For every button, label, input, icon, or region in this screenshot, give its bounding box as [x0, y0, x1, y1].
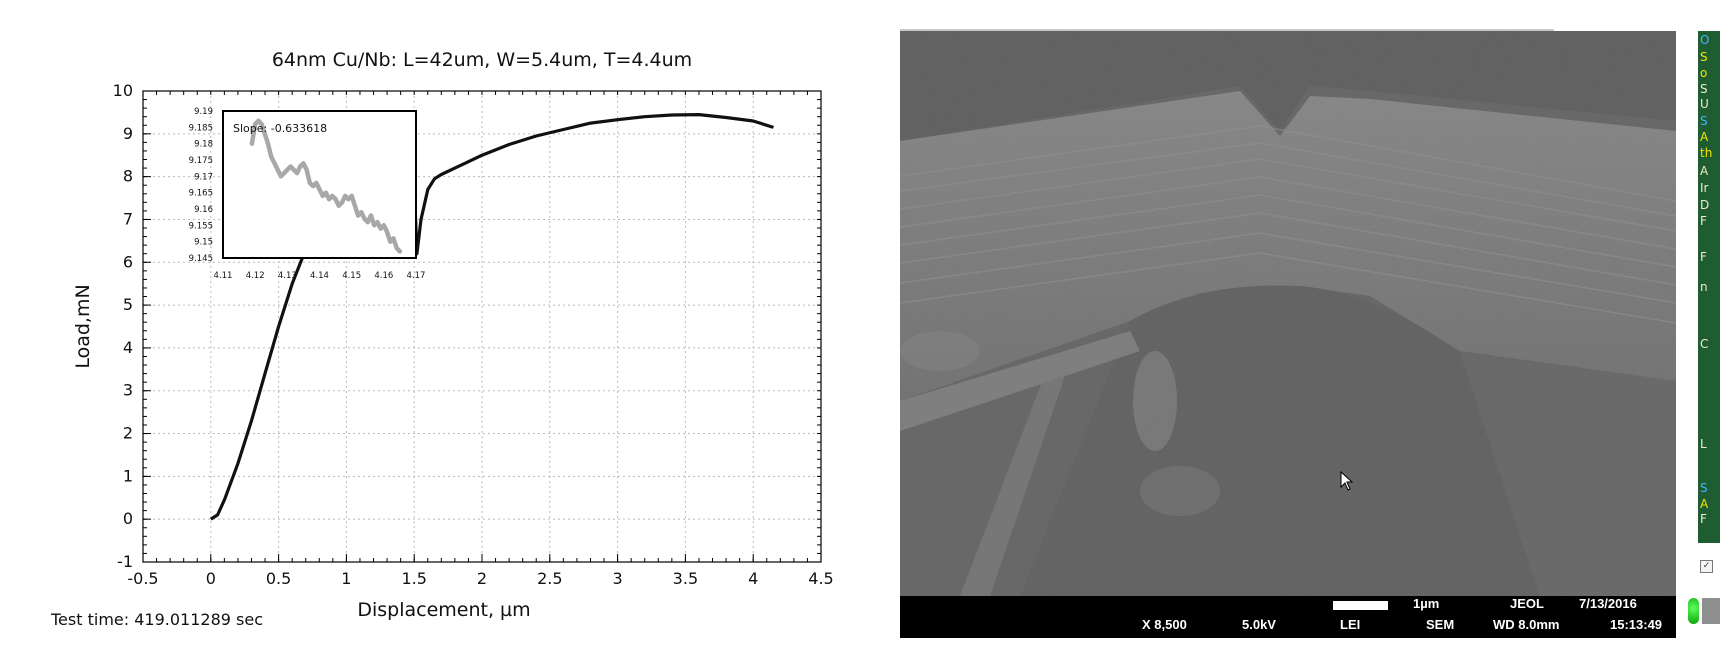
inset-y-tick-label: 9.185: [189, 123, 213, 133]
side-panel-text: C: [1700, 337, 1709, 351]
inset-y-tick-label: 9.17: [194, 172, 213, 182]
y-tick-label: 10: [113, 81, 133, 100]
y-tick-label: 3: [123, 381, 133, 400]
inset-x-tick-label: 4.17: [407, 271, 426, 281]
y-tick-label: -1: [117, 552, 133, 571]
sem-working-distance: WD 8.0mm: [1493, 617, 1560, 632]
sem-info-bar: 1µm JEOL 7/13/2016 X 8,500 5.0kV LEI SEM…: [900, 596, 1676, 638]
x-tick-label: 0: [206, 569, 216, 588]
plot-frame: [142, 90, 822, 563]
x-tick-label: 4: [748, 569, 758, 588]
inset-x-tick-label: 4.11: [214, 271, 233, 281]
side-panel-text: S: [1700, 114, 1708, 128]
side-panel-text: O: [1700, 33, 1710, 47]
sem-mode: SEM: [1426, 617, 1455, 632]
mouse-pointer-icon: [1340, 471, 1354, 491]
inset-x-tick-label: 4.12: [246, 271, 265, 281]
chart-svg: -0.5 0 0.5 1 1.5 2 2.5 3 3.5 4 4.5 -1 0 1 2 3 4 5 6 7 8 9 10 64…: [72, 49, 834, 621]
y-tick-label: 1: [123, 466, 133, 485]
side-panel-text: th: [1700, 146, 1713, 160]
sem-detector: LEI: [1340, 617, 1361, 632]
side-panel-text: F: [1700, 214, 1707, 228]
side-panel-text: D: [1700, 198, 1710, 212]
sem-time: 15:13:49: [1610, 617, 1663, 632]
side-panel-button[interactable]: [1702, 598, 1720, 624]
sem-voltage: 5.0kV: [1242, 617, 1276, 632]
side-panel-text: F: [1700, 250, 1707, 264]
side-panel-text: Ir: [1700, 181, 1709, 195]
sem-top-divider: [900, 29, 1554, 31]
sem-micrograph[interactable]: [900, 31, 1676, 596]
x-tick-label: 2.5: [537, 569, 562, 588]
x-axis-label: Displacement, µm: [357, 599, 530, 621]
inset-slope-annotation: Slope: -0.633618: [233, 122, 327, 135]
y-tick-label: 7: [123, 209, 133, 228]
side-panel-text: S: [1700, 481, 1708, 495]
x-tick-label: 4.5: [808, 569, 833, 588]
y-tick-label: 0: [123, 509, 133, 528]
side-panel-text: U: [1700, 97, 1709, 111]
inset-y-tick-label: 9.19: [194, 107, 213, 117]
x-tick-label: 2: [477, 569, 487, 588]
inset-y-tick-label: 9.145: [189, 254, 213, 264]
inset-y-tick-label: 9.16: [194, 205, 213, 215]
side-panel-text: A: [1700, 164, 1709, 178]
x-tick-label: -0.5: [127, 569, 158, 588]
load-displacement-chart: -0.5 0 0.5 1 1.5 2 2.5 3 3.5 4 4.5 -1 0 1 2 3 4 5 6 7 8 9 10 64…: [51, 49, 834, 629]
inset-y-tick-label: 9.175: [189, 156, 213, 166]
side-panel-text: L: [1700, 437, 1707, 451]
inset-y-tick-label: 9.15: [194, 238, 213, 248]
y-tick-label: 6: [123, 252, 133, 271]
side-panel-text: F: [1700, 512, 1707, 526]
side-panel-text: O: [1700, 31, 1709, 32]
y-axis-label: Load,mN: [72, 284, 94, 368]
x-tick-label: 3: [613, 569, 623, 588]
side-panel-truncated[interactable]: OOSoSUSAthAIrDFFnCLSAF: [1698, 31, 1720, 543]
side-panel-text: S: [1700, 50, 1708, 64]
sem-date: 7/13/2016: [1579, 596, 1637, 611]
side-panel-text: n: [1700, 280, 1708, 294]
inset-y-tick-label: 9.165: [189, 189, 213, 199]
sem-micrograph-svg: [900, 31, 1676, 596]
x-tick-label: 1: [341, 569, 351, 588]
green-led-icon: [1688, 598, 1699, 624]
test-time-label: Test time: 419.011289 sec: [51, 610, 263, 629]
inset-y-tick-label: 9.18: [194, 140, 213, 150]
x-tick-label: 3.5: [673, 569, 698, 588]
x-tick-label: 0.5: [266, 569, 291, 588]
side-panel-text: A: [1700, 130, 1709, 144]
scale-bar: [1333, 601, 1388, 610]
chart-title: 64nm Cu/Nb: L=42um, W=5.4um, T=4.4um: [272, 49, 692, 71]
y-tick-label: 9: [123, 124, 133, 143]
y-tick-label: 5: [123, 295, 133, 314]
side-panel-text: o: [1700, 66, 1708, 80]
y-tick-label: 4: [123, 338, 133, 357]
sem-maker: JEOL: [1510, 596, 1544, 611]
sem-viewer: 1µm JEOL 7/13/2016 X 8,500 5.0kV LEI SEM…: [900, 0, 1720, 660]
y-tick-label: 8: [123, 167, 133, 186]
inset-x-tick-label: 4.16: [374, 271, 393, 281]
inset-y-tick-label: 9.155: [189, 221, 213, 231]
side-panel-text: S: [1700, 82, 1708, 96]
inset-x-tick-label: 4.14: [310, 271, 329, 281]
x-tick-label: 1.5: [401, 569, 426, 588]
y-tick-label: 2: [123, 424, 133, 443]
sem-magnification: X 8,500: [1142, 617, 1187, 632]
series-line-0: [209, 112, 774, 521]
inset-x-tick-label: 4.13: [278, 271, 297, 281]
side-panel-text: A: [1700, 497, 1709, 511]
side-panel-gap: [1685, 31, 1698, 596]
inset-x-tick-label: 4.15: [342, 271, 361, 281]
inset-series-line-0: [249, 118, 403, 254]
scale-label: 1µm: [1413, 596, 1440, 611]
side-panel-checkbox[interactable]: ✓: [1700, 560, 1713, 573]
